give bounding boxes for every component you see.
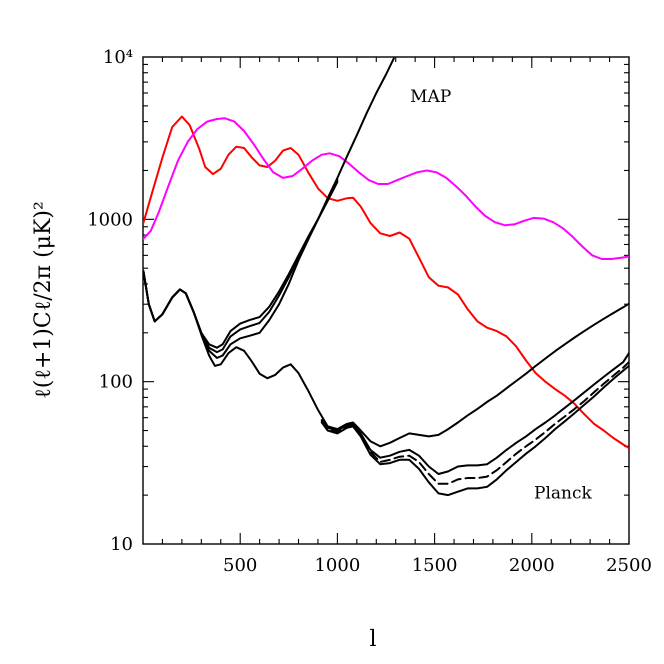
- x-tick-label: 2500: [606, 555, 652, 576]
- y-tick-label: 1000: [87, 209, 133, 230]
- series-line-5: [143, 180, 339, 349]
- series-line-6: [143, 270, 629, 448]
- series-line-1: [143, 115, 629, 450]
- x-tick-label: 1500: [412, 555, 458, 576]
- annotation-label: MAP: [410, 87, 451, 107]
- plot-frame: [142, 56, 630, 545]
- y-tick-labels: 10 100 1000 10⁴: [87, 47, 133, 555]
- annotations: MAP Planck: [410, 87, 592, 504]
- series-line-2: [143, 117, 629, 260]
- series-line-4: [143, 178, 339, 354]
- x-tick-label: 1000: [314, 555, 360, 576]
- x-axis-title: l: [369, 627, 376, 652]
- x-tick-label: 2000: [509, 555, 555, 576]
- axis-ticks: [143, 57, 629, 544]
- annotation-label: Planck: [534, 484, 592, 504]
- x-tick-labels: 500 1000 1500 2000 2500: [223, 555, 652, 576]
- series-layer: [143, 57, 629, 497]
- y-tick-label: 10⁴: [103, 47, 133, 68]
- x-tick-label: 500: [223, 555, 257, 576]
- y-tick-label: 100: [99, 372, 133, 393]
- y-tick-label: 10: [110, 534, 133, 555]
- series-line-9: [320, 364, 629, 497]
- y-axis-title: ℓ(ℓ+1)Cℓ/2π (μK)²: [31, 201, 56, 399]
- series-line-8: [320, 361, 629, 485]
